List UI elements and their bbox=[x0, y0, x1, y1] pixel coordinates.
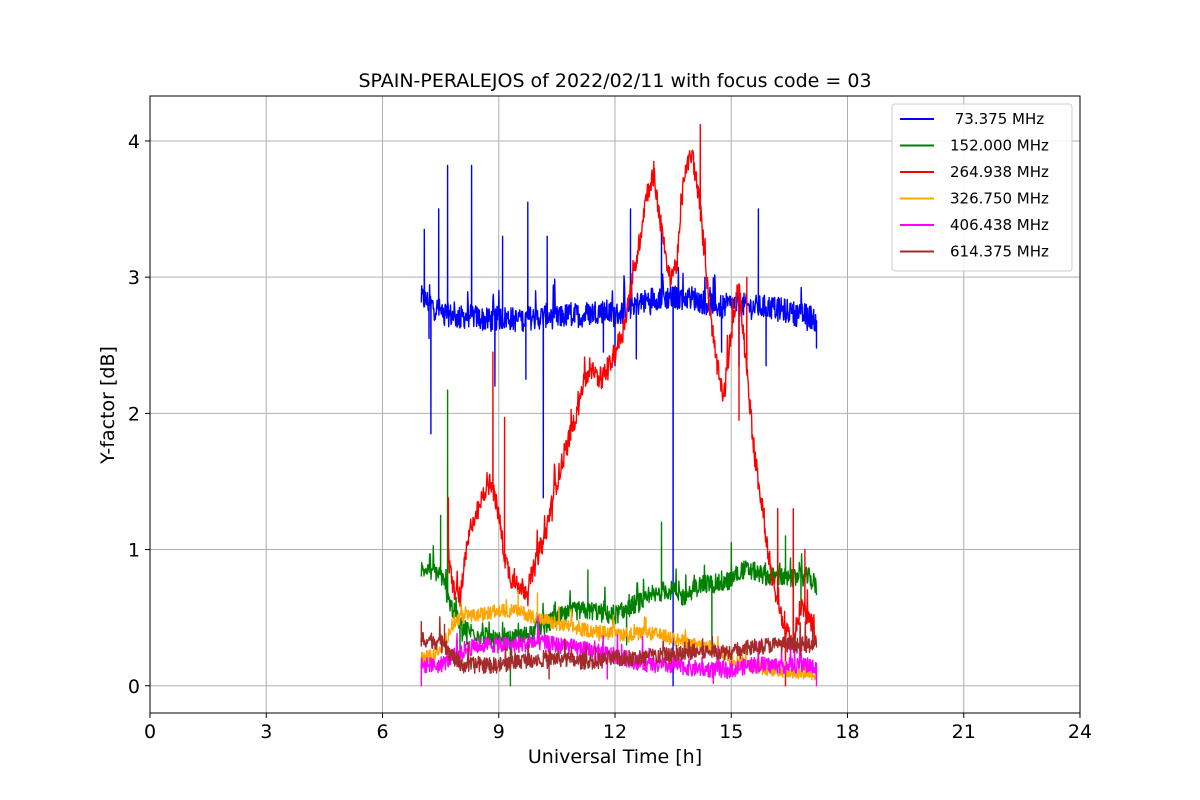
y-tick-label: 4 bbox=[128, 131, 140, 153]
plot-lines bbox=[420, 123, 818, 687]
x-axis-label: Universal Time [h] bbox=[528, 746, 702, 768]
legend-label: 73.375 MHz bbox=[950, 110, 1044, 128]
x-tick-label: 6 bbox=[376, 721, 388, 743]
x-tick-label: 18 bbox=[835, 721, 859, 743]
series-line-2 bbox=[420, 389, 818, 687]
legend-label: 614.375 MHz bbox=[950, 243, 1049, 261]
y-tick-label: 2 bbox=[128, 403, 140, 425]
series-line-3 bbox=[447, 123, 817, 687]
x-tick-label: 0 bbox=[144, 721, 156, 743]
x-tick-label: 9 bbox=[493, 721, 505, 743]
series-line-1 bbox=[420, 164, 818, 687]
legend: 73.375 MHz 152.000 MHz 264.938 MHz 326.750 … bbox=[891, 103, 1073, 272]
series-line-5 bbox=[420, 615, 818, 687]
legend-label: 152.000 MHz bbox=[950, 137, 1049, 155]
series-line-6 bbox=[420, 616, 818, 680]
chart-title: SPAIN-PERALEJOS of 2022/02/11 with focus… bbox=[358, 70, 871, 92]
x-tick-label: 21 bbox=[952, 721, 976, 743]
legend-label: 406.438 MHz bbox=[950, 216, 1049, 234]
y-tick-label: 1 bbox=[128, 540, 140, 562]
x-tick-label: 3 bbox=[260, 721, 272, 743]
legend-label: 264.938 MHz bbox=[950, 163, 1049, 181]
legend-label: 326.750 MHz bbox=[950, 190, 1049, 208]
y-tick-label: 0 bbox=[128, 676, 140, 698]
x-tick-label: 12 bbox=[603, 721, 627, 743]
y-tick-label: 3 bbox=[128, 267, 140, 289]
legend-box bbox=[891, 103, 1073, 272]
x-tick-label: 24 bbox=[1068, 721, 1092, 743]
y-axis-label: Y-factor [dB] bbox=[97, 346, 119, 465]
x-tick-label: 15 bbox=[719, 721, 743, 743]
